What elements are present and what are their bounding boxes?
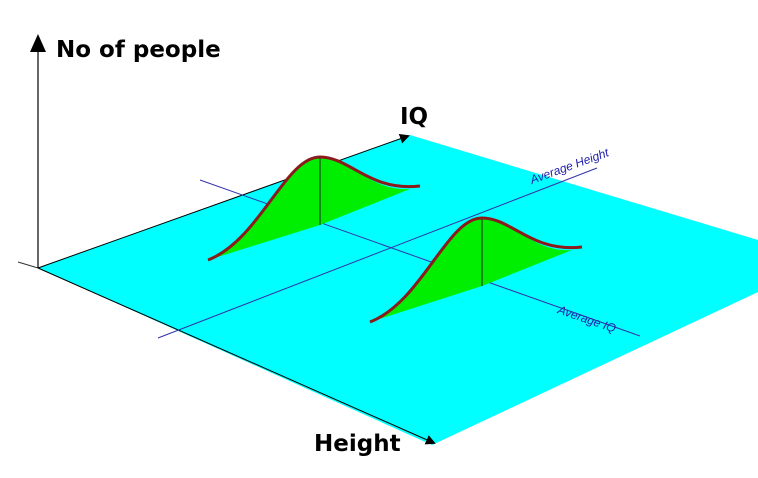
bell-curve-1 <box>207 155 421 262</box>
average-height-label: Average Height <box>527 145 611 187</box>
iq-axis-label: IQ <box>400 104 428 130</box>
height-axis-label: Height <box>314 431 401 457</box>
height-axis <box>37 267 436 445</box>
vertical-axis-label: No of people <box>56 37 221 63</box>
axis-stub <box>17 261 39 269</box>
iq-axis <box>37 133 410 269</box>
bell-curve-2 <box>369 216 583 324</box>
plane <box>38 135 758 445</box>
average-height-line <box>157 167 598 339</box>
